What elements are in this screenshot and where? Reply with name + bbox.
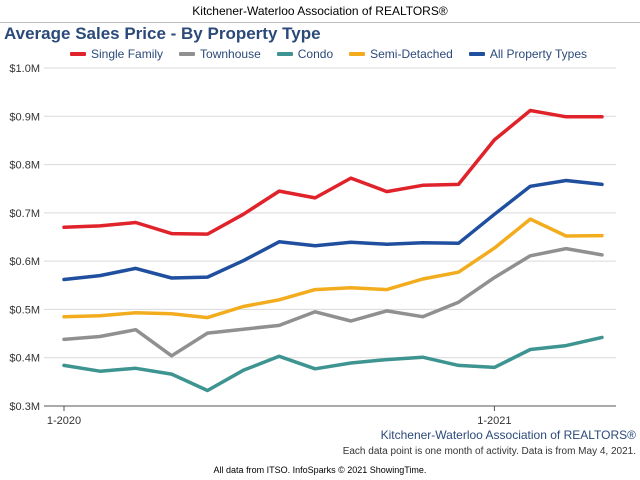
y-tick-label: $1.0M [9, 63, 40, 75]
x-tick-label: 1-2021 [477, 415, 511, 427]
source-label: Kitchener-Waterloo Association of REALTO… [380, 428, 636, 442]
legend-swatch [70, 52, 86, 56]
legend-swatch [179, 52, 196, 56]
series-line-all-property-types [62, 178, 604, 282]
y-tick-label: $0.7M [9, 208, 40, 220]
y-tick-label: $0.3M [9, 401, 40, 413]
legend-label: Single Family [91, 47, 164, 61]
series-line-semi-detached [62, 217, 604, 320]
axes: $1.0M $0.9M $0.8M $0.7M $0.6M $0.5M $0.4M $0.3M… [9, 63, 616, 427]
legend-label: Townhouse [200, 47, 261, 61]
y-tick-label: $0.9M [9, 111, 40, 123]
chart-legend: Single Family Townhouse Condo Semi-Detached… [70, 46, 603, 62]
legend-item: Townhouse [179, 47, 261, 61]
legend-swatch [468, 52, 485, 56]
y-tick-label: $0.6M [9, 256, 40, 268]
footer-credit: All data from ITSO. InfoSparks © 2021 Sh… [213, 465, 427, 475]
y-tick-label: $0.5M [9, 304, 40, 316]
legend-item: Semi-Detached [349, 47, 453, 61]
organization-header: Kitchener-Waterloo Association of REALTO… [0, 0, 640, 23]
legend-label: Condo [297, 47, 334, 61]
series-line-townhouse [62, 246, 604, 358]
legend-label: Semi-Detached [370, 47, 453, 61]
legend-item: Single Family [70, 47, 163, 61]
x-tick-label: 1-2020 [47, 415, 81, 427]
data-note: Each data point is one month of activity… [342, 446, 636, 457]
grid-lines [44, 67, 616, 407]
legend-swatch [276, 52, 293, 56]
y-tick-label: $0.8M [9, 160, 40, 172]
series-line-single-family [62, 108, 604, 236]
series-line-condo [62, 335, 604, 393]
legend-label: All Property Types [489, 47, 587, 61]
y-tick-label: $0.4M [9, 353, 40, 365]
legend-item: Condo [276, 47, 334, 61]
legend-swatch [349, 52, 366, 56]
series-lines [62, 108, 604, 393]
chart-title: Average Sales Price - By Property Type [4, 24, 321, 43]
legend-item: All Property Types [468, 47, 587, 61]
